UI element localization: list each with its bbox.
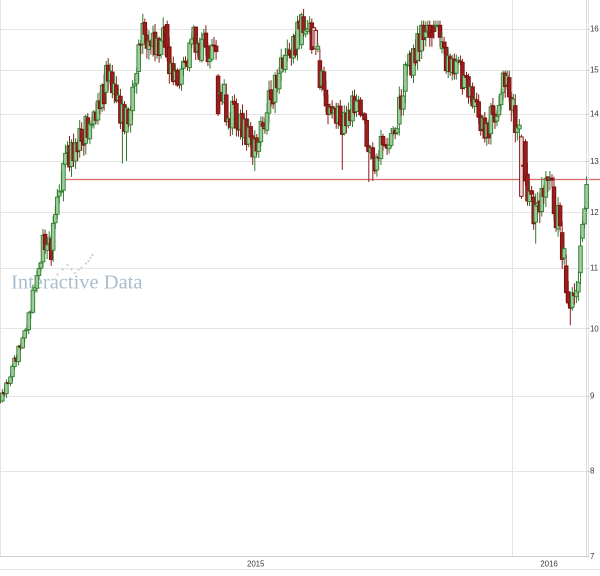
svg-text:13: 13 — [590, 157, 599, 166]
svg-text:2016: 2016 — [540, 560, 558, 569]
svg-text:15: 15 — [590, 66, 599, 75]
svg-text:8: 8 — [590, 467, 595, 476]
svg-text:Interactive Data: Interactive Data — [11, 272, 142, 294]
svg-text:7: 7 — [590, 552, 595, 561]
svg-text:11: 11 — [590, 264, 599, 273]
svg-text:14: 14 — [590, 110, 599, 119]
svg-text:9: 9 — [590, 392, 595, 401]
svg-text:16: 16 — [590, 24, 599, 33]
svg-text:12: 12 — [590, 208, 599, 217]
svg-text:2015: 2015 — [247, 560, 265, 569]
svg-text:10: 10 — [590, 324, 599, 333]
